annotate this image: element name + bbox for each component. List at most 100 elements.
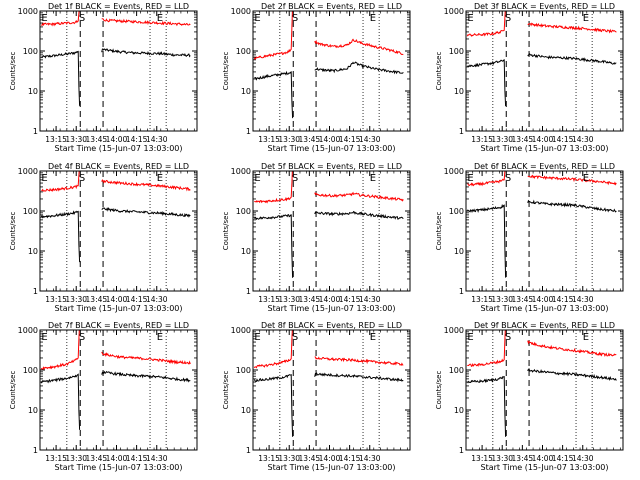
plot-area <box>40 11 191 106</box>
detector-panel-7: Det 7f BLACK = Events, RED = LLD 1 10 100 10… <box>9 321 198 472</box>
event-marker-label: S <box>79 173 85 184</box>
axes-frame <box>465 329 624 451</box>
panel-title: Det 4f BLACK = Events, RED = LLD <box>48 162 189 171</box>
x-tick-label: 14:30 <box>146 135 168 144</box>
y-tick-label: 1 <box>246 287 251 296</box>
event-marker-label: E <box>254 173 260 184</box>
detector-panel-1: Det 1f BLACK = Events, RED = LLD 1 10 100 10… <box>9 2 198 153</box>
y-tick-label: 10 <box>454 87 464 96</box>
event-marker-label: S <box>505 13 511 24</box>
y-tick-label: 1 <box>33 287 38 296</box>
panel-title: Det 1f BLACK = Events, RED = LLD <box>48 2 189 11</box>
events-series-line <box>466 59 507 107</box>
x-axis-label: Start Time (15-Jun-07 13:03:00) <box>55 304 183 313</box>
plot-area <box>466 330 617 437</box>
axes-frame <box>39 329 198 451</box>
x-tick-label: 13:30 <box>278 135 300 144</box>
x-tick-label: 14:15 <box>339 295 361 304</box>
event-marker-label: E <box>370 13 376 24</box>
x-tick-label: 13:45 <box>512 135 534 144</box>
x-tick-label: 14:30 <box>572 295 594 304</box>
y-tick-label: 1 <box>33 127 38 136</box>
events-series-line <box>466 375 507 437</box>
x-tick-label: 13:45 <box>86 454 108 463</box>
event-marker-label: S <box>505 332 511 343</box>
x-tick-label: 14:00 <box>319 454 341 463</box>
event-marker-label: E <box>370 173 376 184</box>
event-marker-label: S <box>292 332 298 343</box>
event-marker-label: E <box>583 332 589 343</box>
x-axis-label: Start Time (15-Jun-07 13:03:00) <box>55 463 183 472</box>
y-tick-label: 100 <box>23 207 38 216</box>
lld-series-line <box>527 22 617 34</box>
lld-series-line <box>314 38 404 56</box>
detector-panel-4: Det 4f BLACK = Events, RED = LLD 1 10 100 10… <box>9 162 198 313</box>
x-tick-label: 13:15 <box>258 454 280 463</box>
y-tick-label: 1000 <box>18 326 38 335</box>
lld-series-line <box>41 171 80 193</box>
y-tick-label: 10 <box>241 247 251 256</box>
axes-frame <box>39 10 198 132</box>
plot-area <box>253 171 404 278</box>
event-marker-label: E <box>370 332 376 343</box>
x-tick-label: 14:15 <box>126 454 148 463</box>
y-tick-label: 100 <box>449 366 464 375</box>
event-marker-label: E <box>157 332 163 343</box>
detector-panel-6: Det 6f BLACK = Events, RED = LLD 1 10 100 10… <box>435 162 624 313</box>
event-marker-label: E <box>467 332 473 343</box>
x-tick-label: 14:15 <box>552 295 574 304</box>
detector-panel-9: Det 9f BLACK = Events, RED = LLD 1 10 100 10… <box>435 321 624 472</box>
y-axis-label: Counts/sec <box>9 52 17 91</box>
event-marker-label: S <box>292 13 298 24</box>
event-marker-label: E <box>583 173 589 184</box>
plot-area <box>40 171 191 263</box>
y-axis-label: Counts/sec <box>435 212 443 251</box>
event-marker-label: E <box>41 13 47 24</box>
event-marker-label: S <box>79 13 85 24</box>
y-tick-label: 10 <box>241 87 251 96</box>
events-series-line <box>253 214 294 278</box>
y-axis-label: Counts/sec <box>9 371 17 410</box>
x-tick-label: 14:00 <box>532 454 554 463</box>
y-tick-label: 1000 <box>444 326 464 335</box>
y-tick-label: 1 <box>33 446 38 455</box>
axes-frame <box>39 170 198 292</box>
panel-title: Det 9f BLACK = Events, RED = LLD <box>474 321 615 330</box>
events-series-line <box>314 210 404 220</box>
events-series-line <box>253 373 294 437</box>
detector-panel-2: Det 2f BLACK = Events, RED = LLD 1 10 100 10… <box>222 2 411 153</box>
y-tick-label: 1000 <box>444 7 464 16</box>
plot-area <box>40 330 191 430</box>
x-tick-label: 14:15 <box>126 295 148 304</box>
x-tick-label: 13:30 <box>491 295 513 304</box>
events-series-line <box>40 373 81 430</box>
x-tick-label: 14:30 <box>572 454 594 463</box>
event-marker-label: E <box>157 13 163 24</box>
axes-frame <box>252 170 411 292</box>
axes-frame <box>465 10 624 132</box>
axes-frame <box>252 329 411 451</box>
x-tick-label: 14:00 <box>532 295 554 304</box>
y-tick-label: 1000 <box>231 167 251 176</box>
y-tick-label: 1000 <box>231 7 251 16</box>
x-tick-label: 13:30 <box>278 454 300 463</box>
panel-title: Det 7f BLACK = Events, RED = LLD <box>48 321 189 330</box>
event-marker-label: S <box>79 332 85 343</box>
y-axis-label: Counts/sec <box>9 212 17 251</box>
lld-series-line <box>253 11 293 61</box>
y-tick-label: 10 <box>454 406 464 415</box>
x-tick-label: 14:15 <box>126 135 148 144</box>
x-tick-label: 14:15 <box>339 135 361 144</box>
x-tick-label: 13:45 <box>86 135 108 144</box>
y-tick-label: 1 <box>459 446 464 455</box>
x-tick-label: 14:00 <box>319 135 341 144</box>
y-tick-label: 10 <box>454 247 464 256</box>
panel-title: Det 3f BLACK = Events, RED = LLD <box>474 2 615 11</box>
lld-series-line <box>467 171 506 187</box>
y-tick-label: 100 <box>236 47 251 56</box>
lld-series-line <box>466 11 506 37</box>
y-tick-label: 100 <box>23 47 38 56</box>
panel-title: Det 5f BLACK = Events, RED = LLD <box>261 162 402 171</box>
events-series-line <box>254 70 294 119</box>
